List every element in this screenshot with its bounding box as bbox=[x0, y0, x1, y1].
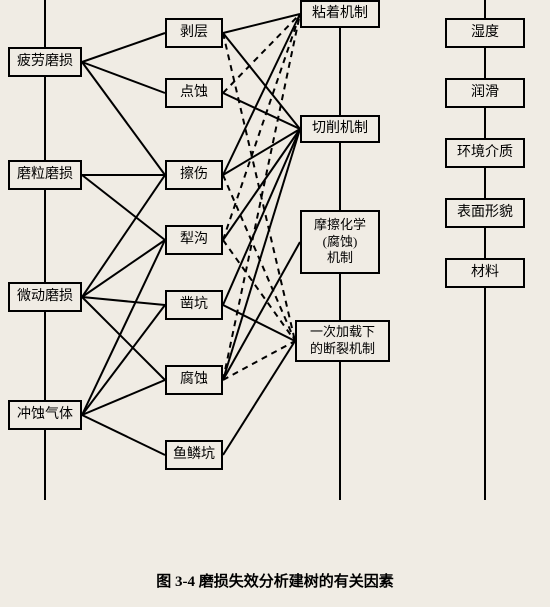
node-r_cut: 切削机制 bbox=[300, 115, 380, 143]
node-m_corr: 腐蚀 bbox=[165, 365, 223, 395]
diagram-canvas: 疲劳磨损磨粒磨损微动磨损冲蚀气体 剥层点蚀擦伤犁沟凿坑腐蚀鱼鳞坑 粘着机制切削机制摩… bbox=[0, 0, 550, 607]
figure-caption: 图 3-4 磨损失效分析建树的有关因素 bbox=[0, 570, 550, 591]
node-f_surf: 表面形貌 bbox=[445, 198, 525, 228]
node-m_plough: 犁沟 bbox=[165, 225, 223, 255]
node-n_micro: 微动磨损 bbox=[8, 282, 82, 312]
node-f_lub: 润滑 bbox=[445, 78, 525, 108]
node-m_scuff: 擦伤 bbox=[165, 160, 223, 190]
node-m_crater: 凿坑 bbox=[165, 290, 223, 320]
node-m_scale: 鱼鳞坑 bbox=[165, 440, 223, 470]
node-n_abrasive: 磨粒磨损 bbox=[8, 160, 82, 190]
node-n_erosion: 冲蚀气体 bbox=[8, 400, 82, 430]
node-f_env: 环境介质 bbox=[445, 138, 525, 168]
node-r_chem: 摩擦化学 (腐蚀) 机制 bbox=[300, 210, 380, 274]
node-f_hum: 湿度 bbox=[445, 18, 525, 48]
node-r_frac: 一次加载下 的断裂机制 bbox=[295, 320, 390, 362]
node-m_pitting: 点蚀 bbox=[165, 78, 223, 108]
node-f_mat: 材料 bbox=[445, 258, 525, 288]
node-m_delam: 剥层 bbox=[165, 18, 223, 48]
node-n_fatigue: 疲劳磨损 bbox=[8, 47, 82, 77]
node-r_adh: 粘着机制 bbox=[300, 0, 380, 28]
